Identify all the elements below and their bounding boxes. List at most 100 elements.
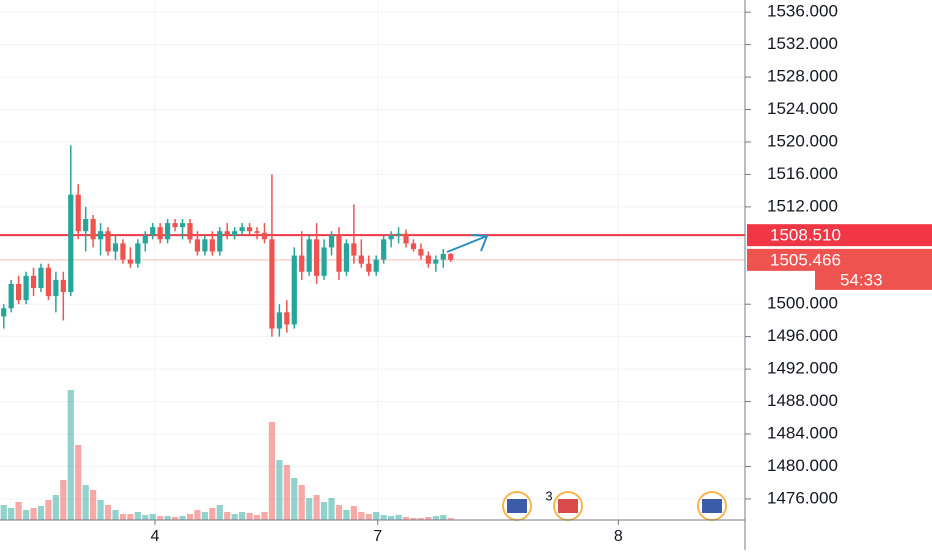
volume-bar (75, 445, 82, 520)
volume-bar (45, 500, 52, 520)
volume-bar (142, 515, 149, 520)
volume-bar (425, 517, 432, 520)
candle-body (30, 275, 37, 288)
candle-body (68, 194, 74, 293)
volume-bar (417, 518, 425, 520)
event-count: 3 (545, 488, 552, 503)
volume-bar (306, 498, 313, 520)
volume-bar (224, 512, 231, 520)
volume-bar (37, 506, 45, 520)
candle-body (8, 283, 14, 309)
candle-body (246, 227, 253, 232)
volume-bar (358, 512, 365, 520)
candle-body (105, 231, 111, 252)
volume-bar (365, 514, 372, 520)
volume-bar (291, 478, 298, 520)
drawn-arrow (446, 234, 489, 253)
candle-body (165, 223, 171, 240)
candle-body (239, 227, 245, 232)
candle-body (388, 235, 394, 240)
candle-body (83, 219, 89, 232)
candle-body (187, 223, 193, 240)
candle-body (53, 279, 59, 297)
y-tick-label: 1480.000 (767, 456, 838, 475)
volume-bar (67, 390, 74, 520)
y-tick-label: 1488.000 (767, 391, 838, 410)
candle-body (172, 223, 178, 228)
countdown: 54:33 (840, 270, 883, 289)
candle-body (321, 247, 327, 276)
volume-bar (343, 510, 350, 520)
volume-bar (283, 465, 290, 520)
candle-body (433, 259, 439, 264)
candle-body (343, 243, 350, 272)
y-tick-label: 1536.000 (767, 2, 838, 21)
candle-body (157, 227, 163, 240)
candle-body (38, 267, 44, 288)
volume-bar (127, 514, 134, 520)
volume-bar (164, 516, 171, 520)
volume-bar (134, 512, 141, 520)
event-flags[interactable]: 3 (502, 488, 727, 521)
candle-body (276, 312, 282, 329)
volume-bar (8, 508, 15, 520)
candle-body (403, 233, 409, 244)
y-tick-label: 1520.000 (767, 131, 838, 150)
volume-bar (388, 516, 395, 520)
candle-body (16, 283, 22, 301)
price-label-box (747, 224, 932, 247)
volume-bar (0, 505, 7, 520)
candle-body (202, 239, 208, 252)
volume-bar (171, 517, 179, 520)
flag (507, 499, 527, 513)
volume-bar (402, 517, 410, 520)
volume-bar (157, 516, 164, 520)
candle-body (209, 239, 215, 252)
candle-body (440, 253, 446, 260)
flag (702, 499, 722, 513)
flag (558, 499, 578, 513)
y-tick-label: 1484.000 (767, 423, 838, 442)
volume-bar (15, 502, 22, 520)
countdown-box (815, 269, 932, 290)
volume-bar (320, 502, 328, 520)
x-tick-label: 4 (151, 528, 160, 545)
candle-body (90, 219, 96, 240)
volume-bar (119, 514, 127, 520)
y-tick-label: 1532.000 (767, 34, 838, 53)
price-label: 1505.466 (770, 250, 841, 269)
candle-body (127, 259, 133, 264)
volume-bar (410, 518, 417, 520)
candle-body (336, 235, 342, 272)
candle-body (97, 231, 104, 240)
candle-body (284, 312, 290, 325)
volume-bar (52, 495, 59, 520)
volume-bar (350, 506, 357, 520)
volume-bar (216, 505, 223, 520)
candle-body (366, 263, 372, 272)
candle-body (1, 308, 7, 317)
price-label: 1508.510 (770, 226, 841, 245)
candle-body (45, 267, 52, 297)
candle-body (150, 227, 156, 236)
y-tick-label: 1524.000 (767, 99, 838, 118)
volume-bar (432, 516, 439, 520)
volume-bar (186, 514, 194, 520)
volume-bar (194, 510, 201, 520)
candle-body (217, 231, 223, 252)
volume-bar (179, 516, 186, 520)
volume-bar (82, 485, 89, 520)
y-tick-label: 1512.000 (767, 196, 838, 215)
candle-body (410, 243, 417, 250)
candle-body (135, 243, 141, 264)
volume-bar (104, 505, 112, 520)
candle-body (224, 231, 230, 236)
candle-body (306, 239, 312, 272)
volume-bar (447, 518, 454, 520)
candle-body (179, 223, 186, 228)
x-tick-label: 7 (373, 528, 382, 545)
volume-bar (328, 498, 335, 520)
x-tick-label: 8 (614, 528, 623, 545)
candle-body (418, 249, 424, 256)
